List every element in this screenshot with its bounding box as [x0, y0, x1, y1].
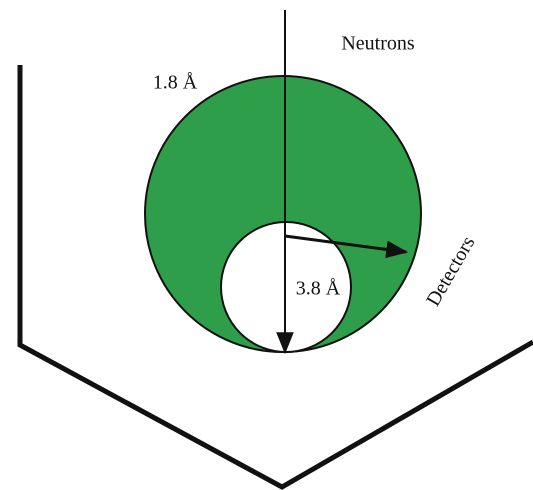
outer-radius-label: 1.8 Å	[153, 72, 198, 94]
inner-radius-label: 3.8 Å	[296, 278, 341, 300]
beam-label: Neutrons	[341, 33, 415, 55]
detectors-label: Detectors	[422, 232, 479, 310]
scatter-arrow	[284, 234, 409, 259]
detector-outline	[17, 65, 533, 490]
